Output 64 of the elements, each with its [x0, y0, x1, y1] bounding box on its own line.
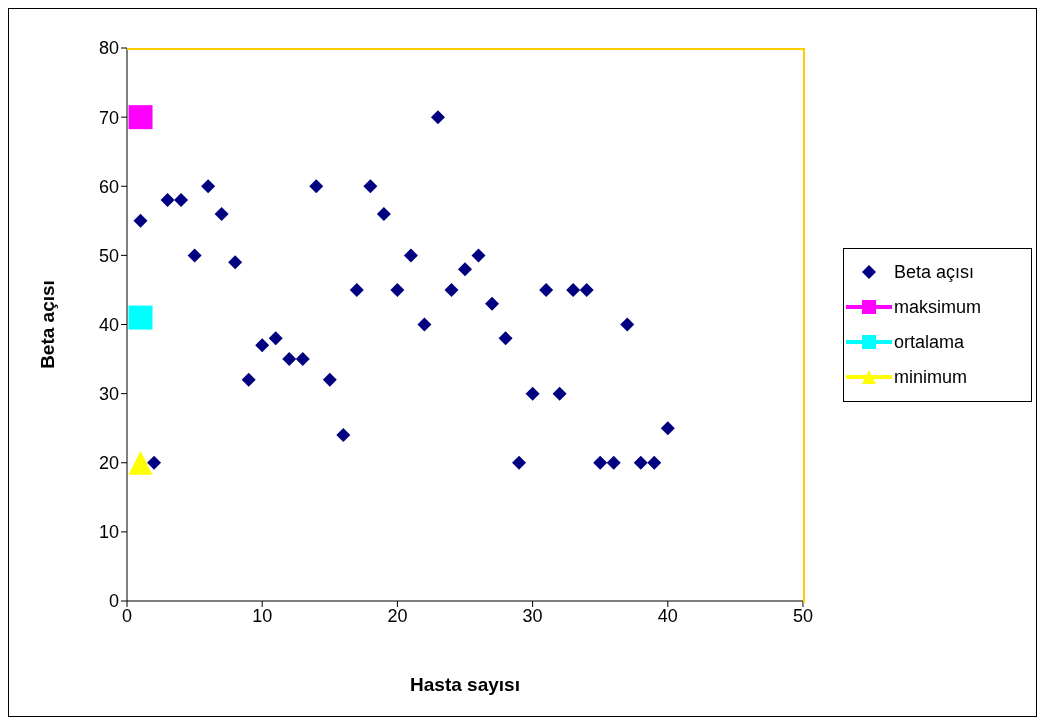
point — [606, 455, 621, 470]
point — [593, 455, 608, 470]
x-tick-label: 40 — [657, 605, 678, 626]
y-tick-label: 80 — [98, 38, 119, 59]
point — [147, 455, 162, 470]
point — [552, 386, 567, 401]
point — [525, 386, 540, 401]
point — [471, 248, 486, 263]
point — [430, 110, 445, 125]
point — [390, 282, 405, 297]
point — [282, 352, 297, 367]
y-tick-label: 10 — [98, 522, 119, 543]
point — [295, 352, 310, 367]
point — [498, 331, 513, 346]
legend-label: maksimum — [894, 296, 982, 318]
point — [485, 296, 500, 311]
point — [444, 282, 459, 297]
x-tick-label: 50 — [792, 605, 814, 626]
point — [187, 248, 202, 263]
point — [241, 372, 256, 387]
legend-label: Beta açısı — [894, 261, 975, 283]
point — [376, 206, 391, 221]
y-tick-label: 20 — [98, 453, 119, 474]
point — [133, 213, 148, 228]
point — [403, 248, 418, 263]
point — [539, 282, 554, 297]
y-tick-label: 0 — [108, 591, 119, 612]
point — [633, 455, 648, 470]
point — [417, 317, 432, 332]
x-axis-title: Hasta sayısı — [410, 674, 520, 695]
y-tick-label: 50 — [98, 245, 119, 266]
point — [322, 372, 337, 387]
point — [363, 179, 378, 194]
point — [128, 450, 153, 475]
y-axis-title: Beta açısı — [36, 280, 58, 369]
point — [458, 262, 472, 277]
point — [160, 193, 175, 208]
x-tick-label: 0 — [121, 605, 133, 626]
point — [309, 179, 324, 194]
point — [647, 455, 662, 470]
point — [228, 255, 243, 270]
point — [201, 179, 216, 194]
point — [336, 428, 351, 443]
point — [214, 206, 229, 221]
legend-label: minimum — [894, 366, 968, 388]
point — [349, 282, 364, 297]
x-tick-label: 20 — [387, 605, 408, 626]
point — [255, 338, 270, 353]
x-tick-label: 10 — [252, 605, 273, 626]
y-tick-label: 60 — [98, 176, 119, 197]
y-tick-label: 30 — [98, 384, 119, 405]
point — [660, 421, 675, 436]
point — [128, 305, 153, 330]
point — [566, 282, 581, 297]
x-tick-label: 30 — [522, 605, 543, 626]
legend-label: ortalama — [894, 331, 965, 353]
point — [268, 331, 283, 346]
point — [579, 282, 594, 297]
point — [512, 455, 527, 470]
point — [174, 193, 189, 208]
point — [128, 105, 153, 130]
y-tick-label: 70 — [98, 107, 119, 128]
y-tick-label: 40 — [98, 314, 119, 335]
point — [620, 317, 635, 332]
